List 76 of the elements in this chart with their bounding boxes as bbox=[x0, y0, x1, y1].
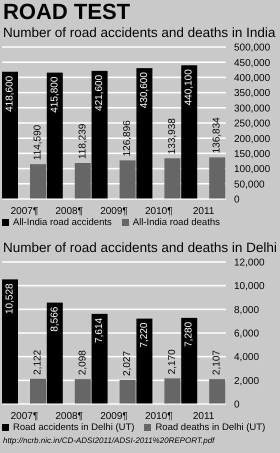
data-label: 2,027 bbox=[122, 350, 134, 376]
data-label: 2,107 bbox=[212, 350, 223, 376]
bar bbox=[74, 163, 91, 199]
bar bbox=[2, 279, 18, 404]
y-tick-label: 300,000 bbox=[234, 103, 271, 114]
bar bbox=[46, 72, 63, 199]
x-tick-label: 2008¶ bbox=[55, 206, 84, 218]
y-tick-label: 2,000 bbox=[234, 376, 260, 387]
bar bbox=[164, 378, 180, 404]
data-label: 126,896 bbox=[122, 120, 134, 156]
bar bbox=[2, 72, 18, 199]
bar bbox=[46, 302, 63, 404]
bar bbox=[136, 318, 152, 404]
data-label: 118,239 bbox=[77, 123, 88, 160]
y-tick-label: 450,000 bbox=[234, 58, 271, 69]
bar bbox=[136, 68, 152, 199]
y-tick-label: 150,000 bbox=[234, 148, 271, 160]
bar bbox=[30, 378, 46, 404]
x-tick-label: 2009¶ bbox=[100, 411, 128, 422]
y-tick-label: 0 bbox=[234, 400, 240, 411]
x-tick-label: 2010¶ bbox=[144, 411, 173, 422]
data-label: 440,100 bbox=[184, 68, 195, 106]
data-label: 430,600 bbox=[138, 72, 150, 108]
legend-label: All-India road deaths bbox=[132, 217, 220, 228]
x-tick-label: 2011 bbox=[192, 206, 215, 218]
y-tick-label: 350,000 bbox=[234, 88, 271, 100]
data-label: 10,528 bbox=[4, 282, 16, 314]
x-tick-label: 2008¶ bbox=[55, 411, 84, 422]
chart-title: Number of road accidents and deaths in Delhi bbox=[2, 239, 278, 256]
bar bbox=[92, 70, 108, 199]
y-tick-label: 4,000 bbox=[234, 352, 260, 364]
text: http://ncrb.nic.in/CD-ADSI2011/ADSI-2011%20REPORT.pdf bbox=[2, 436, 216, 445]
data-label: 7,614 bbox=[94, 317, 106, 343]
y-tick-label: 100,000 bbox=[234, 164, 271, 176]
y-tick-label: 400,000 bbox=[234, 72, 271, 84]
data-label: 7,220 bbox=[138, 322, 150, 348]
bar bbox=[30, 164, 46, 199]
y-tick-label: 12,000 bbox=[234, 258, 266, 269]
data-label: 421,600 bbox=[94, 74, 106, 111]
y-tick-label: 6,000 bbox=[234, 328, 260, 340]
data-label: 136,834 bbox=[212, 116, 223, 154]
bar bbox=[92, 314, 108, 404]
y-tick-label: 50,000 bbox=[234, 179, 266, 190]
bar bbox=[164, 158, 180, 199]
data-label: 2,170 bbox=[166, 348, 178, 374]
data-label: 133,938 bbox=[166, 118, 178, 154]
x-tick-label: 2007¶ bbox=[10, 206, 38, 218]
legend-label: Road deaths in Delhi (UT) bbox=[155, 422, 266, 433]
bar bbox=[209, 157, 226, 199]
y-tick-label: 200,000 bbox=[234, 134, 271, 145]
y-tick-label: 0 bbox=[234, 194, 240, 206]
data-label: 7,280 bbox=[184, 321, 195, 347]
x-tick-label: 2011 bbox=[192, 411, 215, 422]
bar bbox=[120, 160, 136, 199]
chart-title: ROAD TEST bbox=[2, 0, 132, 24]
data-label: 418,600 bbox=[4, 75, 16, 112]
data-label: 415,800 bbox=[49, 76, 60, 113]
bar bbox=[74, 379, 91, 404]
bar bbox=[209, 379, 226, 404]
x-tick-label: 2010¶ bbox=[144, 206, 173, 218]
x-tick-label: 2009¶ bbox=[100, 206, 128, 218]
y-tick-label: 500,000 bbox=[234, 42, 271, 54]
bar bbox=[120, 380, 136, 404]
y-tick-label: 250,000 bbox=[234, 118, 271, 130]
legend-label: All-India road accidents bbox=[13, 217, 112, 228]
chart-subtitle: Number of road accidents and deaths in India bbox=[2, 24, 276, 41]
y-tick-label: 8,000 bbox=[234, 304, 260, 316]
x-tick-label: 2007¶ bbox=[10, 411, 38, 422]
y-tick-label: 10,000 bbox=[234, 281, 266, 292]
bar bbox=[181, 65, 198, 199]
bar bbox=[181, 318, 198, 404]
data-label: 8,566 bbox=[49, 306, 60, 332]
data-label: 2,098 bbox=[77, 350, 88, 376]
data-label: 114,590 bbox=[32, 124, 44, 160]
data-label: 2,122 bbox=[32, 349, 44, 375]
legend-label: Road accidents in Delhi (UT) bbox=[13, 422, 134, 433]
